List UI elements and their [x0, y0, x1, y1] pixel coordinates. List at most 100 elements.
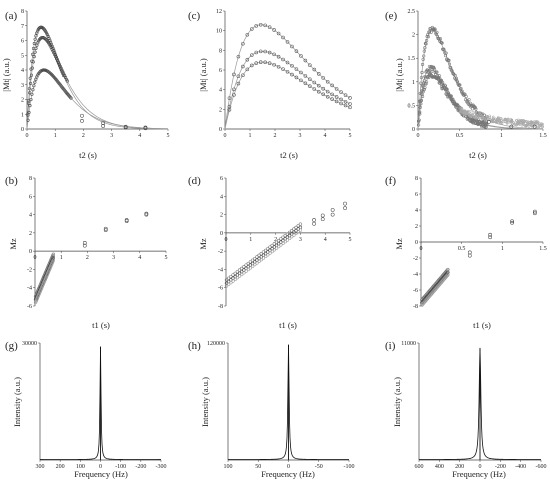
data-point [446, 267, 450, 272]
data-point [41, 26, 45, 30]
x-tick-label: 0 [99, 464, 102, 470]
data-point [437, 77, 441, 81]
data-point [32, 55, 36, 59]
data-point [253, 256, 257, 261]
data-point [348, 96, 352, 100]
data-point [422, 54, 426, 58]
data-point [276, 54, 281, 59]
y-tick-label: 6 [415, 192, 418, 198]
data-point [525, 120, 528, 123]
y-tick-label: 3 [21, 83, 24, 89]
data-point [446, 273, 450, 277]
data-point [61, 70, 65, 74]
x-tick-label: 1.5 [539, 133, 547, 139]
data-point [267, 25, 272, 29]
data-point [235, 276, 240, 280]
data-point [255, 261, 259, 265]
y-tick-label: -2 [27, 267, 32, 273]
data-point [43, 36, 47, 41]
fit-line [224, 50, 351, 130]
data-point [254, 61, 259, 65]
data-point [473, 106, 477, 110]
y-tick-label: 5 [21, 53, 24, 59]
data-point [241, 41, 245, 46]
data-point [438, 37, 442, 41]
data-point [343, 103, 348, 108]
data-point [281, 35, 285, 40]
data-point [452, 100, 456, 104]
data-point [270, 243, 274, 248]
data-point [257, 253, 261, 258]
data-point [440, 41, 444, 45]
data-point [316, 89, 321, 94]
data-point [532, 122, 535, 125]
y-tick-label: 1 [412, 80, 415, 86]
data-point [541, 122, 544, 126]
data-point [330, 208, 335, 212]
data-point [29, 98, 33, 102]
data-point [303, 81, 308, 86]
data-point [494, 120, 498, 124]
data-point [303, 74, 308, 78]
data-point [425, 80, 429, 84]
data-point [248, 266, 253, 270]
x-tick-label: 4 [138, 133, 141, 139]
x-tick-label: 1 [500, 133, 503, 139]
data-point [51, 252, 56, 257]
y-axis-label: Intensity (a.u.) [12, 377, 22, 427]
data-point [26, 113, 30, 118]
data-point [491, 115, 495, 119]
y-axis-label: Mz [198, 238, 208, 250]
data-point [443, 88, 448, 92]
data-point [232, 87, 236, 92]
data-point [524, 124, 527, 128]
panel-g: (g) Frequency (Hz) Intensity (a.u.) 30000 30… [5, 340, 167, 479]
x-tick-label: 4 [324, 133, 327, 139]
data-point [488, 116, 492, 119]
data-point [520, 124, 524, 127]
data-point [299, 78, 303, 83]
data-point [101, 124, 106, 128]
y-tick-label: -2 [218, 249, 223, 255]
data-point [290, 63, 294, 68]
x-axis-label: Frequency (Hz) [452, 469, 506, 479]
data-point [240, 272, 244, 277]
data-point [52, 51, 56, 55]
data-point [481, 114, 485, 118]
x-tick-label: 1.5 [539, 246, 547, 252]
data-point [433, 68, 437, 72]
data-point [62, 72, 66, 76]
data-point [294, 231, 298, 236]
data-point [244, 263, 248, 267]
x-tick-label: 0 [225, 237, 228, 243]
y-tick-label: 2 [29, 231, 32, 237]
data-point [540, 122, 543, 125]
data-point [263, 254, 268, 259]
y-tick-label: 4 [219, 88, 222, 94]
y-tick-label: 4 [415, 208, 418, 214]
data-point [28, 76, 32, 80]
panel-label: (c) [188, 10, 201, 22]
x-tick-label: 3 [110, 133, 113, 139]
x-tick-label: 0.5 [456, 133, 464, 139]
data-point [427, 75, 431, 80]
x-tick-label: 0 [417, 133, 420, 139]
data-point [236, 54, 241, 59]
data-point [38, 70, 42, 74]
data-point [312, 221, 316, 226]
data-point [250, 264, 255, 268]
data-point [478, 116, 482, 120]
data-point [467, 250, 472, 255]
data-point [455, 80, 460, 84]
data-point [272, 248, 276, 252]
data-point [296, 224, 300, 228]
data-point [290, 44, 294, 49]
data-point [28, 91, 32, 95]
data-point [231, 279, 235, 283]
data-point [281, 241, 285, 245]
data-point [144, 211, 149, 216]
fit-line [26, 26, 169, 130]
data-point [299, 70, 303, 75]
